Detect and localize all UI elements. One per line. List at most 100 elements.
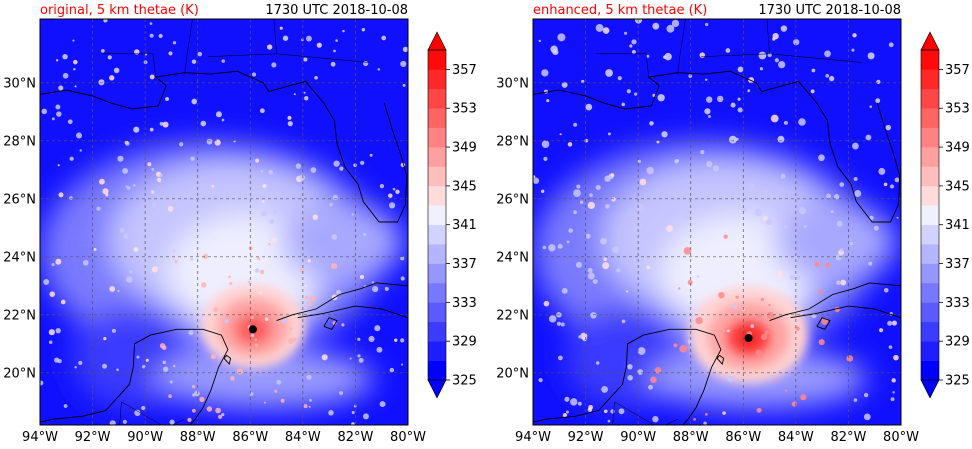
gridlines <box>532 19 902 425</box>
colorbar-tick-label: 337 <box>452 257 477 272</box>
colorbar-tick-label: 325 <box>452 374 477 389</box>
colorbar-segment <box>428 224 446 245</box>
lat-tick-label: 26°N <box>496 192 529 207</box>
lat-tick-label: 24°N <box>3 250 36 265</box>
lon-tick-label: 88°W <box>180 430 216 445</box>
colorbar-segment <box>428 108 446 128</box>
colorbar-segment <box>921 321 939 342</box>
coastlines <box>533 70 901 425</box>
lat-tick-label: 20°N <box>496 366 529 381</box>
colorbar-segment <box>428 341 446 361</box>
lon-tick-label: 94°W <box>515 430 551 445</box>
colorbar-segment <box>428 205 446 226</box>
lat-tick-label: 22°N <box>496 308 529 323</box>
lat-tick-label: 24°N <box>496 250 529 265</box>
map-frame <box>39 18 409 426</box>
colorbar-segment <box>921 69 939 90</box>
colorbar-tick-label: 353 <box>945 102 970 117</box>
coastlines <box>40 70 408 425</box>
colorbar-segment <box>921 244 939 264</box>
colorbar-tick-label: 357 <box>452 63 477 78</box>
colorbar-tick-label: 341 <box>945 218 970 233</box>
borders <box>103 19 369 425</box>
lat-tick-label: 28°N <box>3 134 36 149</box>
colorbar-segment <box>921 341 939 361</box>
colorbar-tick-label: 329 <box>452 335 477 350</box>
colorbar-tick-label: 345 <box>945 179 970 194</box>
colorbar-segment <box>428 263 446 284</box>
colorbar-tick-label: 353 <box>452 102 477 117</box>
lon-tick-label: 80°W <box>390 430 426 445</box>
colorbar-segment <box>921 147 939 167</box>
colorbar-tick-label: 349 <box>452 141 477 156</box>
lon-tick-label: 84°W <box>285 430 321 445</box>
colorbar-segment <box>921 108 939 128</box>
colorbar-segment <box>428 69 446 90</box>
thetae-field <box>533 19 901 425</box>
colorbar-tick-label: 357 <box>945 63 970 78</box>
colorbar: 325 329 333 337 341 345 349 353 357 <box>920 31 970 399</box>
colorbar-segment <box>921 360 939 381</box>
panel-timestamp: 1730 UTC 2018-10-08 <box>265 3 408 18</box>
colorbar-segment <box>921 263 939 284</box>
borders <box>596 19 862 425</box>
panel-title: original, 5 km thetae (K) <box>40 3 199 18</box>
colorbar-over-arrow <box>427 31 447 51</box>
lon-tick-label: 90°W <box>620 430 656 445</box>
colorbar-segment <box>428 282 446 303</box>
lon-tick-label: 88°W <box>673 430 709 445</box>
lon-tick-label: 82°W <box>337 430 373 445</box>
storm-center-marker <box>248 325 257 334</box>
lat-tick-label: 30°N <box>496 76 529 91</box>
colorbar-segment <box>428 185 446 206</box>
colorbar-tick-label: 329 <box>945 335 970 350</box>
colorbar-tick-label: 349 <box>945 141 970 156</box>
colorbar-tick-label: 345 <box>452 179 477 194</box>
lat-tick-label: 22°N <box>3 308 36 323</box>
lon-tick-label: 94°W <box>22 430 58 445</box>
colorbar-segment <box>921 224 939 245</box>
colorbar: 325 329 333 337 341 345 349 353 357 <box>427 31 477 399</box>
colorbar-tick-label: 341 <box>452 218 477 233</box>
lat-tick-label: 28°N <box>496 134 529 149</box>
thetae-field <box>40 19 408 425</box>
lat-tick-label: 26°N <box>3 192 36 207</box>
map-frame <box>532 18 902 426</box>
colorbar-segment <box>921 127 939 148</box>
lat-tick-label: 20°N <box>3 366 36 381</box>
colorbar-segment <box>428 244 446 264</box>
colorbar-segment <box>428 302 446 323</box>
colorbar-segment <box>921 205 939 226</box>
colorbar-over-arrow <box>920 31 940 51</box>
colorbar-segment <box>921 302 939 323</box>
lon-tick-label: 90°W <box>127 430 163 445</box>
colorbar-segment <box>921 88 939 109</box>
colorbar-segment <box>428 50 446 70</box>
lon-tick-label: 86°W <box>725 430 761 445</box>
lon-tick-label: 84°W <box>778 430 814 445</box>
convective-cells <box>533 19 900 425</box>
colorbar-segment <box>428 127 446 148</box>
colorbar-under-arrow <box>427 379 447 399</box>
lon-tick-label: 82°W <box>830 430 866 445</box>
colorbar-segment <box>921 166 939 187</box>
colorbar-segment <box>428 360 446 381</box>
colorbar-tick-label: 333 <box>452 296 477 311</box>
storm-center-marker <box>744 334 753 342</box>
colorbar-tick-label: 333 <box>945 296 970 311</box>
colorbar-segment <box>921 50 939 70</box>
panel-timestamp: 1730 UTC 2018-10-08 <box>758 3 901 18</box>
colorbar-segment <box>428 147 446 167</box>
colorbar-tick-label: 325 <box>945 374 970 389</box>
colorbar-segment <box>921 185 939 206</box>
lon-tick-label: 86°W <box>232 430 268 445</box>
colorbar-segment <box>428 166 446 187</box>
colorbar-tick-label: 337 <box>945 257 970 272</box>
lat-tick-label: 30°N <box>3 76 36 91</box>
map-panel-1: original, 5 km thetae (K) 1730 UTC 2018-1… <box>3 3 477 445</box>
lon-tick-label: 80°W <box>883 430 919 445</box>
map-panel-2: enhanced, 5 km thetae (K) 1730 UTC 2018-1… <box>496 3 970 445</box>
lon-tick-label: 92°W <box>75 430 111 445</box>
lon-tick-label: 92°W <box>568 430 604 445</box>
